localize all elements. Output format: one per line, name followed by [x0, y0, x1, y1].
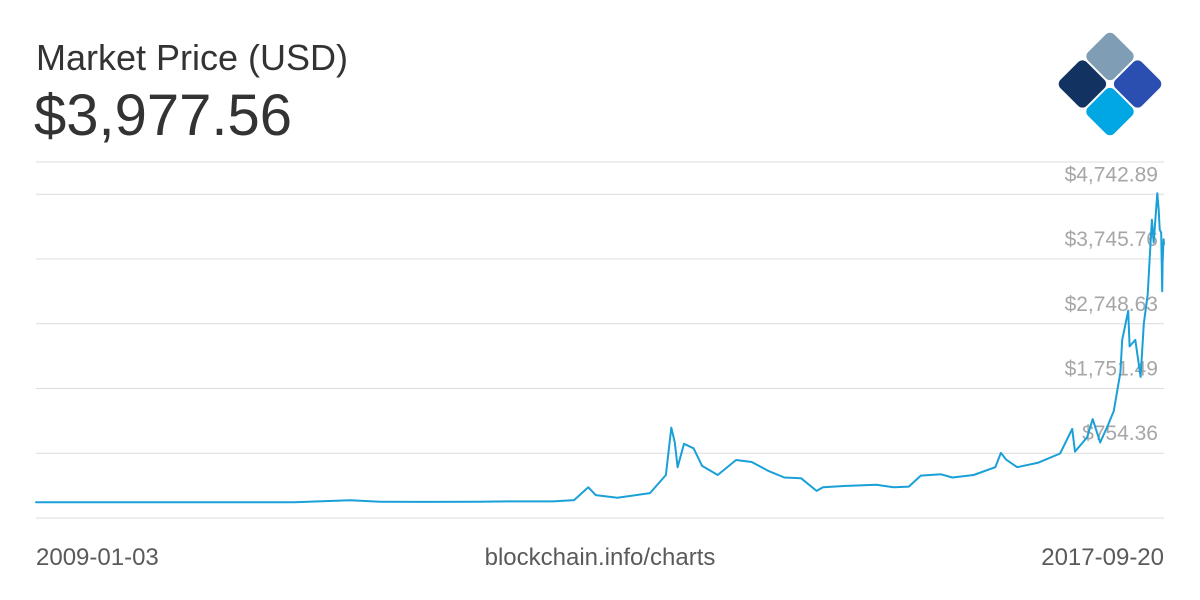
logo-quad-top-left: [1086, 32, 1134, 81]
y-tick-label: $754.36: [1082, 422, 1158, 445]
blockchain-diamond-logo-icon: [1058, 32, 1162, 136]
y-tick-label: $2,748.63: [1065, 293, 1158, 316]
end-date-label: 2017-09-20: [1041, 544, 1164, 571]
source-label: blockchain.info/charts: [484, 544, 716, 571]
chart-title: Market Price (USD): [36, 37, 349, 78]
price-line: [35, 192, 1165, 504]
y-tick-labels: $754.36 $1,751.49 $2,748.63 $3,745.76 $4,742…: [1065, 163, 1158, 445]
current-price: $3,977.56: [34, 83, 293, 148]
grid-layer: [36, 161, 1164, 519]
y-tick-label: $1,751.49: [1065, 358, 1158, 381]
logo-quad-bottom-right: [1086, 87, 1134, 136]
logo-quad-bottom-left: [1058, 60, 1107, 108]
logo-quad-top-right: [1113, 60, 1162, 108]
start-date-label: 2009-01-03: [36, 544, 159, 571]
y-tick-label: $4,742.89: [1065, 163, 1158, 186]
y-tick-label: $3,745.76: [1065, 228, 1158, 251]
